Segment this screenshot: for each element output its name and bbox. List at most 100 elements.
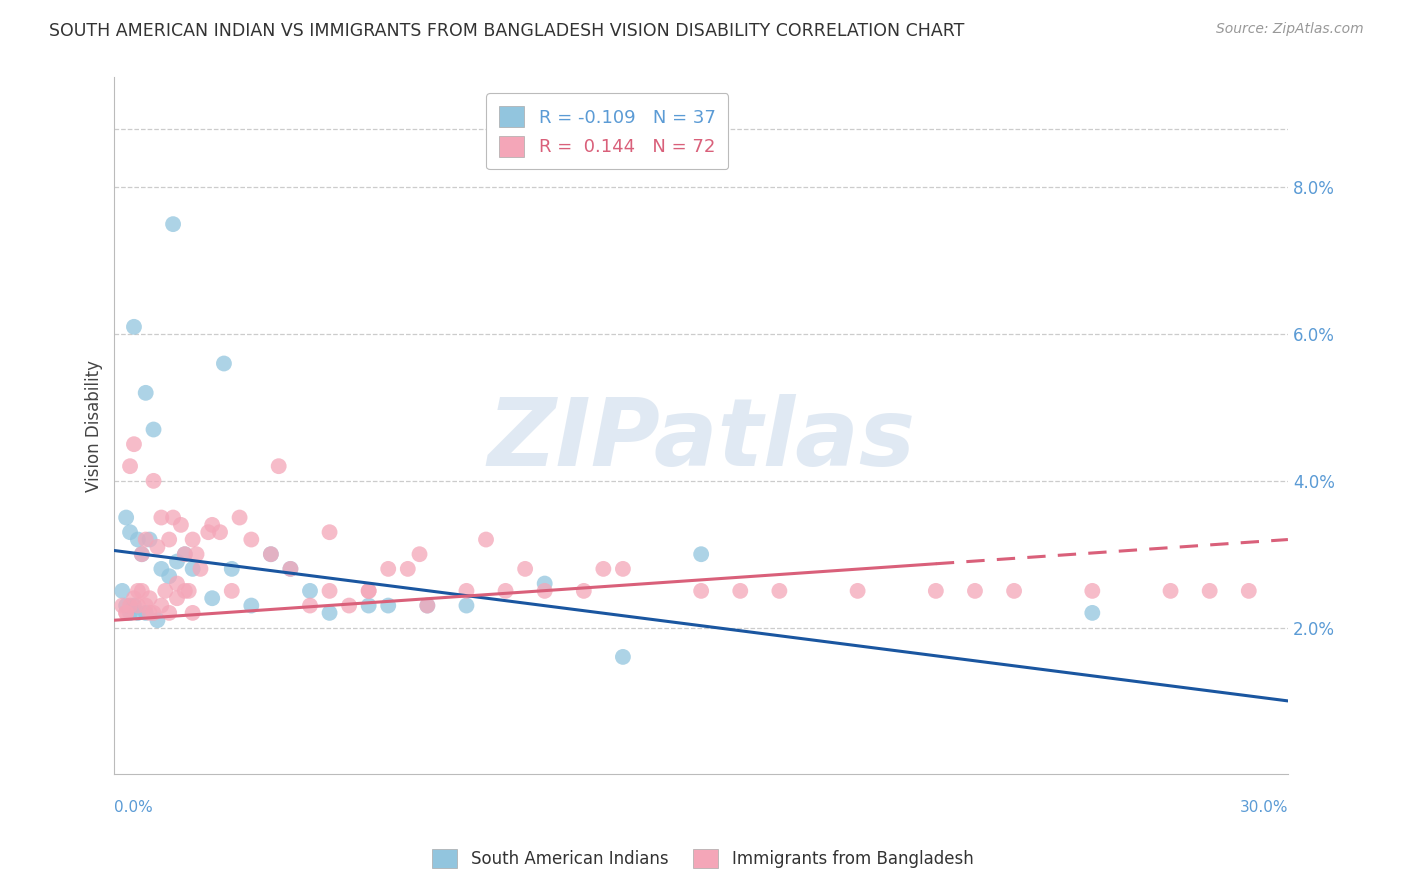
Point — [377, 599, 399, 613]
Point — [177, 583, 200, 598]
Point — [963, 583, 986, 598]
Point — [135, 599, 157, 613]
Point — [162, 217, 184, 231]
Point — [592, 562, 614, 576]
Point — [120, 599, 142, 613]
Point — [127, 606, 149, 620]
Point — [122, 599, 145, 613]
Point — [120, 459, 142, 474]
Point — [127, 599, 149, 613]
Point — [181, 533, 204, 547]
Point — [260, 547, 283, 561]
Point — [1081, 606, 1104, 620]
Text: SOUTH AMERICAN INDIAN VS IMMIGRANTS FROM BANGLADESH VISION DISABILITY CORRELATIO: SOUTH AMERICAN INDIAN VS IMMIGRANTS FROM… — [49, 22, 965, 40]
Point — [318, 583, 340, 598]
Point — [377, 562, 399, 576]
Point — [495, 583, 517, 598]
Point — [456, 583, 478, 598]
Point — [173, 583, 195, 598]
Point — [240, 599, 263, 613]
Point — [186, 547, 208, 561]
Point — [690, 583, 713, 598]
Point — [357, 599, 380, 613]
Point — [513, 562, 536, 576]
Point — [166, 591, 188, 606]
Point — [396, 562, 419, 576]
Point — [1237, 583, 1260, 598]
Point — [318, 525, 340, 540]
Point — [533, 576, 555, 591]
Point — [111, 599, 134, 613]
Point — [456, 599, 478, 613]
Point — [115, 599, 138, 613]
Text: 0.0%: 0.0% — [114, 800, 153, 815]
Point — [280, 562, 302, 576]
Point — [146, 613, 169, 627]
Point — [357, 583, 380, 598]
Point — [157, 606, 180, 620]
Point — [120, 606, 142, 620]
Point — [612, 562, 634, 576]
Point — [260, 547, 283, 561]
Text: 30.0%: 30.0% — [1240, 800, 1288, 815]
Point — [122, 319, 145, 334]
Point — [131, 547, 153, 561]
Y-axis label: Vision Disability: Vision Disability — [86, 359, 103, 491]
Point — [166, 555, 188, 569]
Point — [208, 525, 231, 540]
Point — [572, 583, 595, 598]
Point — [1198, 583, 1220, 598]
Point — [612, 649, 634, 664]
Point — [298, 599, 321, 613]
Point — [357, 583, 380, 598]
Point — [166, 576, 188, 591]
Point — [135, 385, 157, 400]
Text: ZIPatlas: ZIPatlas — [486, 393, 915, 486]
Point — [416, 599, 439, 613]
Point — [138, 533, 160, 547]
Point — [111, 583, 134, 598]
Point — [135, 533, 157, 547]
Point — [408, 547, 430, 561]
Point — [146, 540, 169, 554]
Point — [267, 459, 290, 474]
Point — [173, 547, 195, 561]
Point — [150, 510, 173, 524]
Point — [135, 606, 157, 620]
Point — [122, 437, 145, 451]
Point — [318, 606, 340, 620]
Point — [138, 606, 160, 620]
Point — [131, 547, 153, 561]
Point — [190, 562, 212, 576]
Point — [127, 583, 149, 598]
Point — [1002, 583, 1025, 598]
Point — [115, 606, 138, 620]
Legend: R = -0.109   N = 37, R =  0.144   N = 72: R = -0.109 N = 37, R = 0.144 N = 72 — [486, 94, 728, 169]
Legend: South American Indians, Immigrants from Bangladesh: South American Indians, Immigrants from … — [426, 842, 980, 875]
Point — [221, 562, 243, 576]
Point — [181, 562, 204, 576]
Point — [138, 591, 160, 606]
Point — [142, 423, 165, 437]
Point — [298, 583, 321, 598]
Point — [1081, 583, 1104, 598]
Point — [533, 583, 555, 598]
Point — [337, 599, 360, 613]
Point — [280, 562, 302, 576]
Point — [162, 510, 184, 524]
Point — [181, 606, 204, 620]
Point — [212, 357, 235, 371]
Point — [228, 510, 250, 524]
Point — [475, 533, 498, 547]
Point — [150, 599, 173, 613]
Point — [173, 547, 195, 561]
Point — [201, 517, 224, 532]
Point — [170, 517, 193, 532]
Point — [120, 525, 142, 540]
Point — [142, 474, 165, 488]
Point — [221, 583, 243, 598]
Text: Source: ZipAtlas.com: Source: ZipAtlas.com — [1216, 22, 1364, 37]
Point — [201, 591, 224, 606]
Point — [115, 606, 138, 620]
Point — [1160, 583, 1182, 598]
